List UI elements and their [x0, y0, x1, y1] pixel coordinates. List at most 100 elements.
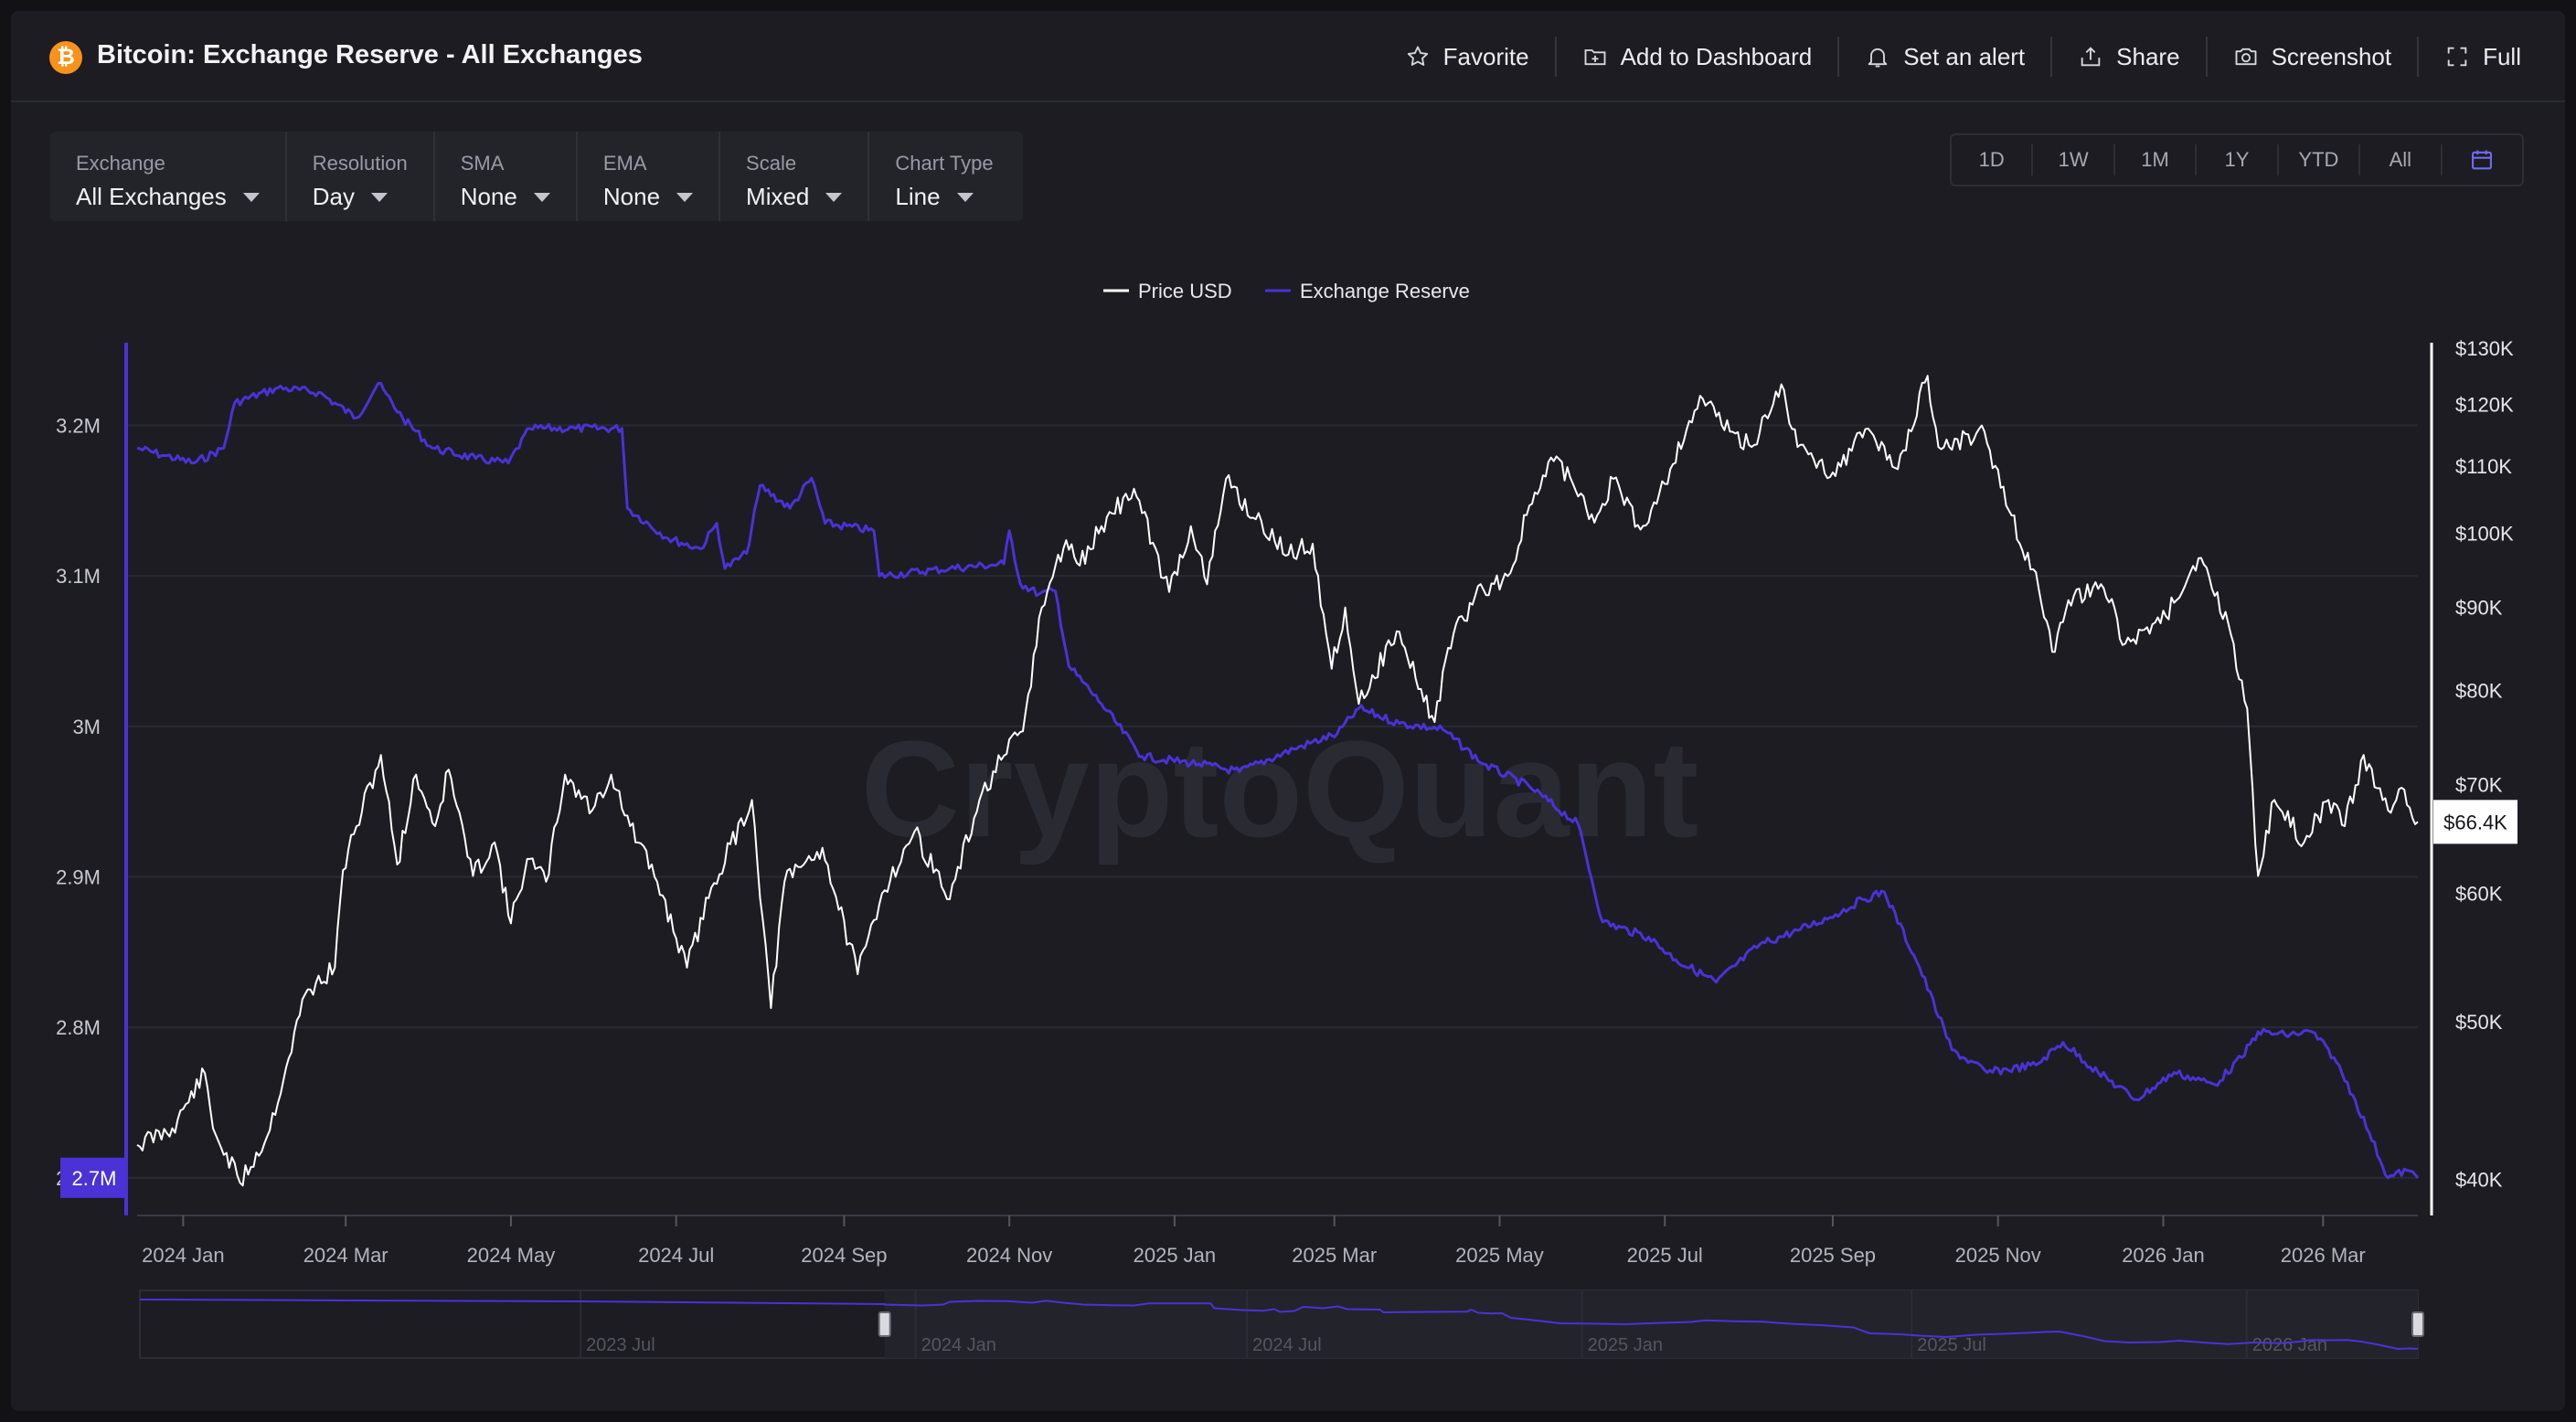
x-axis-tick-label: 2024 Jan — [142, 1244, 225, 1267]
left-axis-tick-label: 2.8M — [56, 1016, 101, 1039]
share-label: Share — [2116, 42, 2180, 70]
navigator-label: 2024 Jan — [921, 1335, 996, 1355]
sma-select[interactable]: SMA None — [432, 132, 576, 221]
x-axis-tick-label: 2026 Jan — [2122, 1244, 2205, 1267]
range-ytd-button[interactable]: YTD — [2279, 144, 2361, 175]
fullscreen-button[interactable]: Full — [2417, 37, 2547, 77]
ema-select[interactable]: EMA None — [575, 132, 719, 221]
fullscreen-icon — [2447, 47, 2467, 67]
screenshot-label: Screenshot — [2271, 42, 2392, 70]
chevron-down-icon — [825, 192, 843, 202]
x-axis-tick-label: 2025 Nov — [1955, 1244, 2041, 1267]
x-axis-tick-label: 2026 Mar — [2281, 1244, 2366, 1267]
ema-select-label: EMA — [602, 152, 647, 175]
cryptoquant-watermark: CryptoQuant — [861, 712, 1699, 865]
right-axis-tick-label: $70K — [2455, 774, 2503, 797]
chevron-down-icon — [956, 192, 974, 202]
right-axis-tick-label: $40K — [2455, 1168, 2503, 1191]
x-axis-tick-label: 2025 Sep — [1790, 1244, 1876, 1267]
navigator-label: 2026 Jan — [2252, 1335, 2327, 1355]
bitcoin-logo: ₿ — [49, 41, 82, 74]
legend-label-reserve: Exchange Reserve — [1300, 280, 1470, 302]
range-1m-button[interactable]: 1M — [2115, 144, 2198, 175]
right-axis-tick-label: $130K — [2455, 337, 2514, 360]
navigator-label: 2025 Jan — [1588, 1335, 1663, 1355]
range-all-button[interactable]: All — [2360, 144, 2443, 175]
favorite-label: Favorite — [1442, 42, 1529, 70]
chevron-down-icon — [371, 192, 389, 202]
navigator-label: 2023 Jul — [586, 1335, 655, 1355]
x-axis-tick-label: 2025 May — [1455, 1244, 1544, 1267]
right-axis-tick-label: $100K — [2455, 522, 2514, 545]
x-axis-tick-label: 2024 May — [467, 1244, 556, 1267]
reserve-current-value: 2.7M — [72, 1167, 117, 1190]
range-1y-button[interactable]: 1Y — [2197, 144, 2279, 175]
exchange-select-label: Exchange — [76, 152, 165, 175]
scale-select[interactable]: Scale Mixed — [719, 132, 868, 221]
exchange-select[interactable]: Exchange All Exchanges — [50, 132, 285, 221]
time-range-selector: 1D 1W 1M 1Y YTD All — [1950, 133, 2524, 186]
price-usd-line — [136, 375, 2419, 1187]
chart-header: ₿ Bitcoin: Exchange Reserve - All Exchan… — [11, 11, 2565, 102]
navigator-handle-left[interactable] — [878, 1311, 891, 1337]
header-actions: Favorite Add to Dashboard Set an alert S… — [1379, 31, 2547, 82]
favorite-button[interactable]: Favorite — [1379, 37, 1555, 77]
date-picker-button[interactable] — [2443, 144, 2522, 175]
scale-select-label: Scale — [746, 152, 797, 175]
exchange-reserve-line — [136, 381, 2420, 1180]
x-axis-tick-label: 2024 Nov — [966, 1244, 1052, 1267]
resolution-select-label: Resolution — [312, 152, 408, 175]
sma-select-label: SMA — [460, 152, 505, 175]
navigator-handle-right[interactable] — [2411, 1311, 2424, 1337]
left-axis-tick-label: 3.1M — [56, 565, 101, 588]
camera-icon — [2235, 48, 2256, 66]
set-alert-button[interactable]: Set an alert — [1837, 37, 2050, 77]
navigator-label: 2024 Jul — [1252, 1335, 1322, 1355]
chevron-down-icon — [676, 192, 694, 202]
x-axis-tick-label: 2025 Mar — [1292, 1244, 1377, 1267]
left-axis-tick-label: 2.9M — [56, 866, 101, 889]
price-current-badge — [2433, 800, 2517, 844]
right-axis-tick-label: $90K — [2455, 597, 2503, 620]
share-icon — [2081, 47, 2101, 67]
chart-controls: Exchange All Exchanges Resolution Day SM… — [50, 132, 1023, 221]
resolution-select[interactable]: Resolution Day — [284, 132, 433, 221]
sma-select-value: None — [460, 183, 517, 210]
navigator-window — [884, 1290, 2418, 1358]
fullscreen-label: Full — [2483, 42, 2521, 70]
ema-select-value: None — [602, 183, 661, 210]
chevron-down-icon — [242, 192, 260, 202]
time-navigator: 2023 Jul 2024 Jan 2024 Jul 2025 Jan 2025 Jul… — [139, 1289, 2424, 1359]
navigator-label: 2025 Jul — [1917, 1335, 1986, 1355]
legend-label-price: Price USD — [1138, 280, 1232, 302]
add-to-dashboard-label: Add to Dashboard — [1620, 42, 1813, 70]
share-button[interactable]: Share — [2050, 37, 2205, 77]
resolution-select-value: Day — [312, 183, 356, 210]
bell-icon — [1868, 48, 1888, 68]
right-axis-tick-label: $60K — [2455, 883, 2503, 906]
page-title: Bitcoin: Exchange Reserve - All Exchange… — [97, 40, 643, 69]
x-axis-tick-label: 2024 Mar — [303, 1244, 389, 1267]
chevron-down-icon — [533, 192, 550, 202]
scale-select-value: Mixed — [746, 183, 810, 210]
exchange-select-value: All Exchanges — [76, 183, 227, 210]
add-to-dashboard-button[interactable]: Add to Dashboard — [1554, 37, 1838, 77]
navigator-reserve-line — [139, 1299, 2419, 1351]
right-axis-tick-label: $120K — [2455, 394, 2514, 417]
left-axis-tick-label: 3.2M — [56, 415, 101, 438]
reserve-current-badge — [60, 1157, 128, 1198]
dashboard-add-icon — [1584, 49, 1606, 66]
set-alert-label: Set an alert — [1903, 42, 2026, 70]
right-axis-tick-label: $80K — [2455, 680, 2503, 703]
price-current-value: $66.4K — [2443, 811, 2507, 833]
left-axis-tick-label: 3M — [72, 716, 101, 738]
range-1w-button[interactable]: 1W — [2033, 144, 2115, 175]
chart-type-select[interactable]: Chart Type Line — [868, 132, 1018, 221]
star-icon — [1407, 46, 1428, 66]
range-1d-button[interactable]: 1D — [1952, 144, 2034, 175]
screenshot-button[interactable]: Screenshot — [2205, 37, 2418, 77]
x-axis-tick-label: 2024 Sep — [801, 1244, 887, 1267]
right-axis-tick-label: $50K — [2455, 1011, 2503, 1034]
chart-legend: Price USD Exchange Reserve — [1103, 280, 1470, 302]
